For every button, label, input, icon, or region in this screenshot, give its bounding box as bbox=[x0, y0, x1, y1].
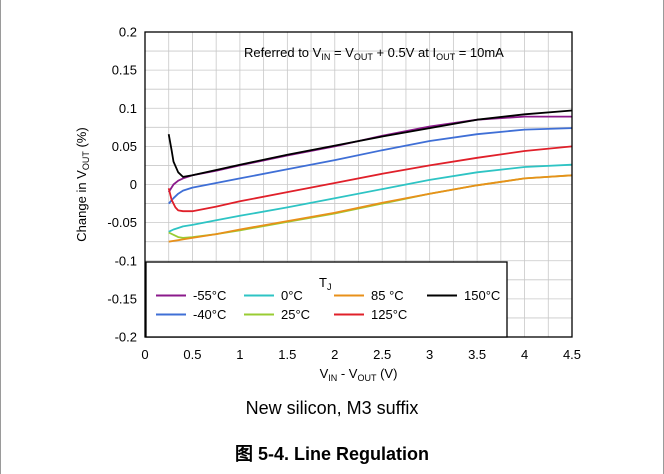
label-part: Change in V bbox=[74, 170, 89, 242]
x-axis-label: VIN - VOUT (V) bbox=[320, 366, 398, 383]
chart-subtitle-caption: New silicon, M3 suffix bbox=[245, 398, 419, 418]
y-tick-label: 0.2 bbox=[119, 25, 137, 40]
series-line bbox=[168, 163, 573, 233]
legend: TJ -55°C -40°C 0°C 25°C 85 °C 125°C 150°C bbox=[145, 261, 508, 338]
label-part: (V) bbox=[376, 366, 397, 381]
line-regulation-chart: -0.2 -0.15 -0.1 -0.05 0 0.05 0.1 0.15 0.2 0 0.5 1 1.… bbox=[74, 25, 581, 384]
legend-box bbox=[145, 261, 508, 338]
subscript-part: OUT bbox=[354, 52, 374, 62]
series-lines bbox=[167, 109, 573, 243]
subscript-part: OUT bbox=[436, 52, 456, 62]
series-line bbox=[168, 174, 573, 243]
label-part: = 10mA bbox=[455, 45, 504, 60]
y-tick-label: -0.15 bbox=[107, 291, 137, 306]
legend-entry-label: 150°C bbox=[464, 288, 500, 303]
legend-entry-label: 0°C bbox=[281, 288, 303, 303]
series-line bbox=[167, 109, 573, 178]
legend-entry-label: -40°C bbox=[193, 307, 226, 322]
y-tick-label: -0.1 bbox=[115, 253, 137, 268]
subscript-part: IN bbox=[328, 373, 337, 383]
x-tick-label: 2 bbox=[331, 347, 338, 362]
figure-caption: 图 5-4. Line Regulation bbox=[234, 444, 430, 464]
y-tick-label: 0 bbox=[130, 177, 137, 192]
x-tick-label: 4.5 bbox=[563, 347, 581, 362]
legend-entry-label: 25°C bbox=[281, 307, 310, 322]
label-part: V bbox=[320, 366, 329, 381]
label-part: T bbox=[319, 275, 327, 290]
x-tick-label: 1 bbox=[236, 347, 243, 362]
chart-annotation: Referred to VIN = VOUT + 0.5V at IOUT = … bbox=[244, 45, 504, 62]
x-tick-label: 0.5 bbox=[183, 347, 201, 362]
y-tick-label: -0.05 bbox=[107, 215, 137, 230]
label-part: - V bbox=[337, 366, 358, 381]
subscript-part: IN bbox=[321, 52, 330, 62]
label-part: (%) bbox=[74, 127, 89, 151]
x-tick-label: 3.5 bbox=[468, 347, 486, 362]
x-tick-label: 3 bbox=[426, 347, 433, 362]
legend-entry-label: -55°C bbox=[193, 288, 226, 303]
label-part: Referred to V bbox=[244, 45, 322, 60]
x-tick-label: 0 bbox=[141, 347, 148, 362]
tick-labels: -0.2 -0.15 -0.1 -0.05 0 0.05 0.1 0.15 0.2 0 0.5 1 1.… bbox=[107, 25, 581, 363]
subscript-part: OUT bbox=[357, 373, 377, 383]
label-part: = V bbox=[330, 45, 354, 60]
label-part: + 0.5V at I bbox=[373, 45, 436, 60]
legend-entry-label: 85 °C bbox=[371, 288, 404, 303]
legend-entry-label: 125°C bbox=[371, 307, 407, 322]
legend-title: TJ bbox=[319, 275, 331, 292]
y-axis-label: Change in VOUT (%) bbox=[74, 127, 91, 241]
page-left-border bbox=[0, 0, 1, 474]
series-line bbox=[168, 127, 573, 205]
series-line bbox=[167, 145, 573, 213]
y-tick-label: 0.15 bbox=[112, 63, 137, 78]
y-tick-label: -0.2 bbox=[115, 330, 137, 345]
y-tick-label: 0.05 bbox=[112, 139, 137, 154]
y-tick-label: 0.1 bbox=[119, 101, 137, 116]
subscript-part: J bbox=[327, 282, 332, 292]
x-tick-label: 1.5 bbox=[278, 347, 296, 362]
subscript-part: OUT bbox=[81, 151, 91, 171]
x-tick-label: 4 bbox=[521, 347, 528, 362]
x-tick-label: 2.5 bbox=[373, 347, 391, 362]
